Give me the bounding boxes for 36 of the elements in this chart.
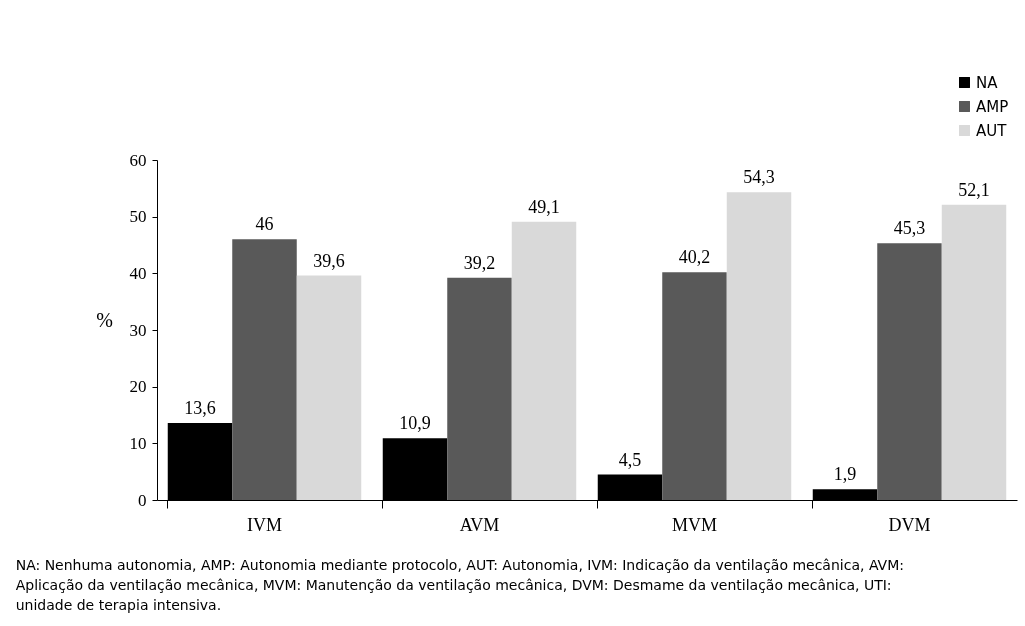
y-tick-label: 0 [138,490,147,510]
y-tick-label: 20 [129,377,147,397]
y-axis-title: % [96,308,113,331]
x-tick-label: MVM [671,514,718,535]
y-tick-label: 40 [129,263,147,283]
x-tick-label: IVM [247,514,282,535]
data-label: 49,1 [528,196,560,217]
bar [726,192,792,500]
bar [877,243,942,500]
x-tick-label: AVM [459,514,500,535]
data-label: 10,9 [399,413,431,434]
bar [296,275,362,500]
legend-label: AUT [976,121,1008,140]
data-label: 54,3 [743,167,775,188]
bar [941,204,1007,500]
y-tick-label: 60 [129,150,147,170]
bar [232,239,297,500]
x-tick-label: DVM [888,514,931,535]
data-label: 39,6 [313,250,345,271]
bar [662,272,727,500]
data-label: 40,2 [678,247,711,268]
data-label: 1,9 [833,464,857,485]
y-tick-label: 50 [129,207,147,227]
text: NA: Nenhuma autonomia, AMP: Autonomia mediante protocolo, AUT: Autonomia, IVM: Indicação da ventilação mecânica, AVM: Aplicação da ventilação mecânica, MVM: Manutenção da ventilação mecânica, DVM: Desmame da ventilação mecânica, UTI: unidade de terapia intensiva. [15,557,904,613]
bar [447,277,512,500]
data-label: 45,3 [893,218,926,239]
data-label: 4,5 [618,449,642,470]
legend-label: NA [976,73,999,92]
y-tick-label: 30 [129,320,147,340]
data-label: 52,1 [958,179,990,200]
bar [511,221,577,500]
y-tick-label: 10 [129,433,147,453]
legend-label: AMP [976,97,1009,116]
data-label: 46 [255,214,274,235]
data-label: 13,6 [184,397,216,418]
data-label: 39,2 [463,252,496,273]
